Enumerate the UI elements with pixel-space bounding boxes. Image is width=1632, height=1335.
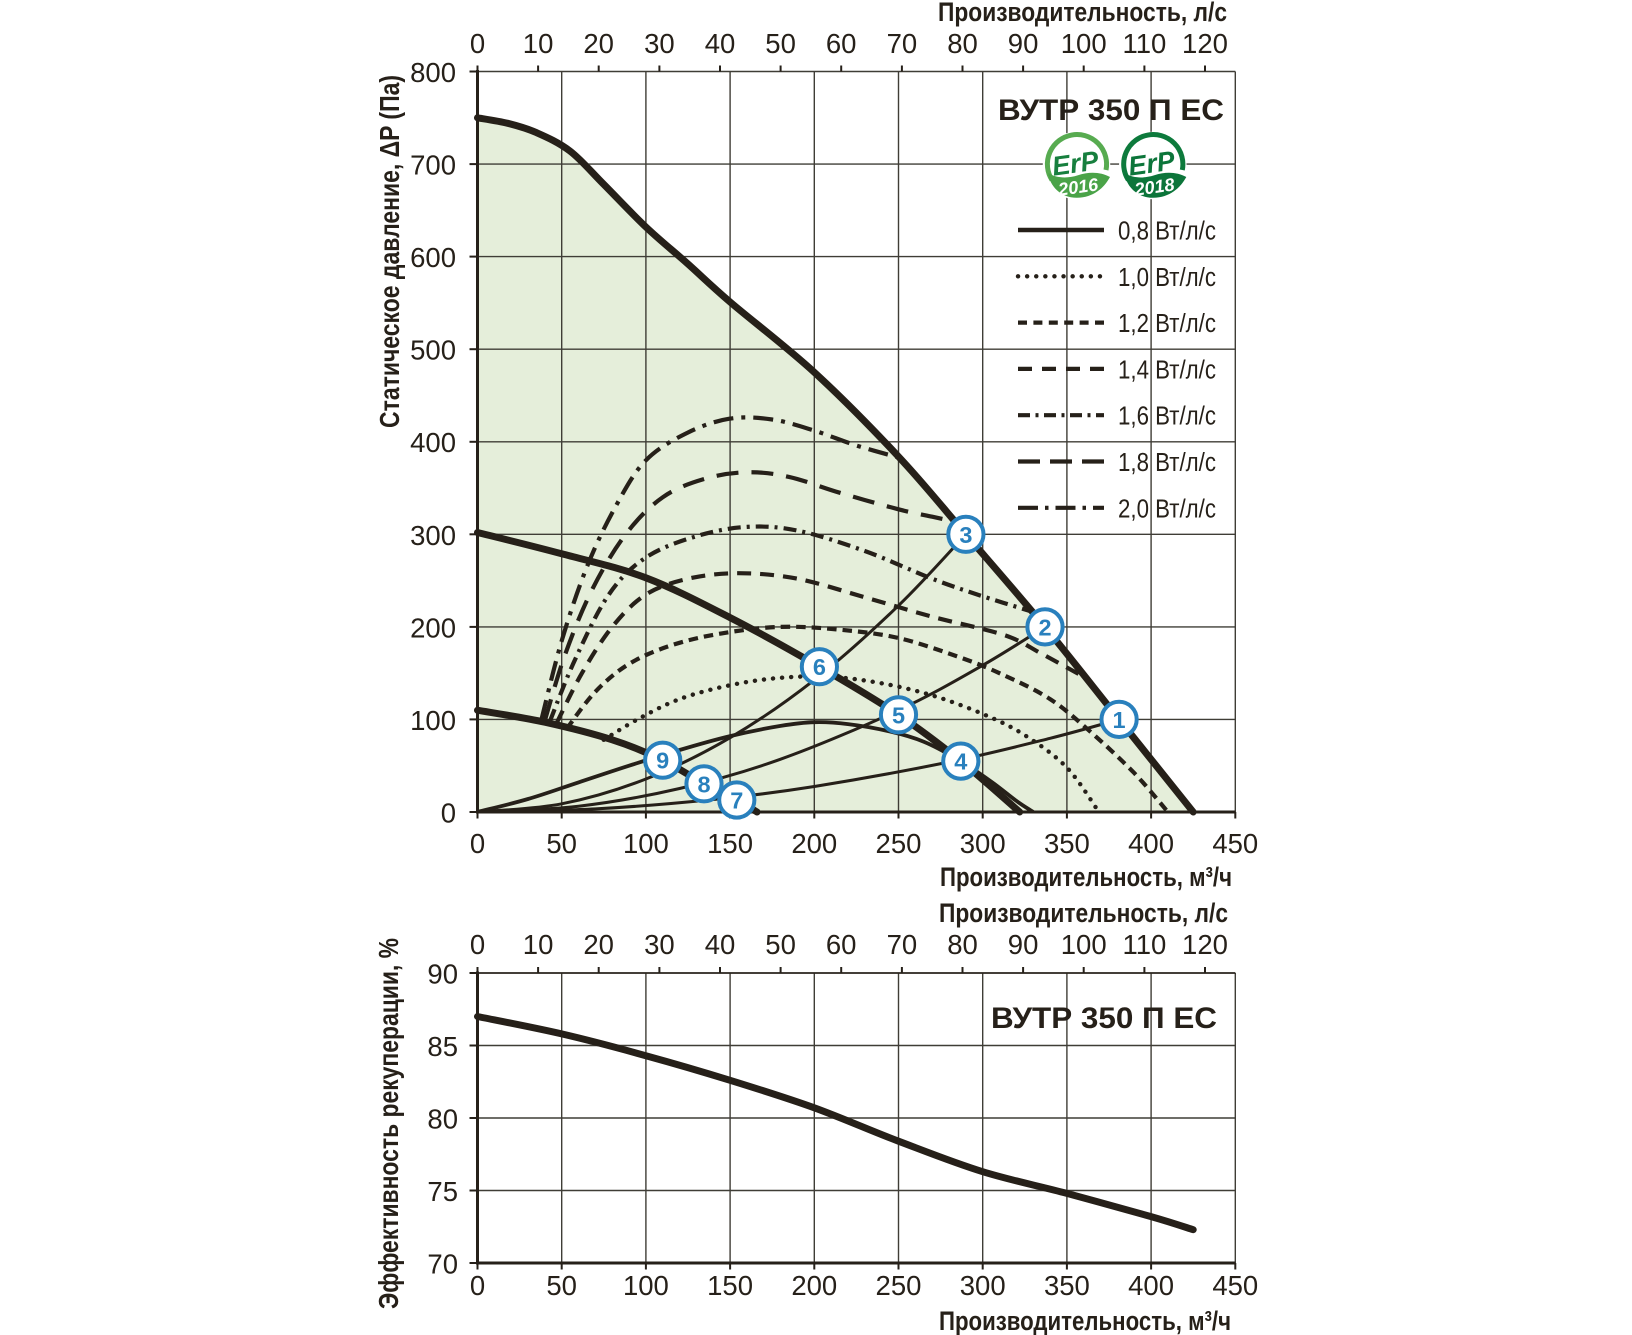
svg-text:250: 250 [876, 828, 922, 859]
svg-text:5: 5 [892, 702, 905, 728]
svg-text:80: 80 [427, 1104, 458, 1135]
svg-text:120: 120 [1182, 929, 1228, 960]
svg-text:250: 250 [876, 1270, 922, 1301]
svg-text:2: 2 [1038, 614, 1051, 640]
svg-text:450: 450 [1212, 1270, 1258, 1301]
svg-text:8: 8 [697, 771, 710, 797]
svg-text:500: 500 [410, 335, 456, 366]
svg-text:70: 70 [427, 1249, 458, 1280]
svg-text:85: 85 [427, 1031, 458, 1062]
svg-text:200: 200 [791, 828, 837, 859]
svg-text:800: 800 [410, 57, 456, 88]
svg-text:90: 90 [1008, 28, 1039, 59]
svg-text:80: 80 [947, 28, 978, 59]
svg-text:Производительность, л/с: Производительность, л/с [939, 898, 1228, 928]
svg-text:0: 0 [470, 828, 485, 859]
svg-text:1,4 Вт/л/с: 1,4 Вт/л/с [1118, 356, 1216, 384]
svg-text:0: 0 [470, 1270, 485, 1301]
svg-text:20: 20 [583, 929, 614, 960]
svg-text:100: 100 [623, 1270, 669, 1301]
svg-text:30: 30 [644, 929, 675, 960]
svg-text:150: 150 [707, 828, 753, 859]
svg-text:100: 100 [623, 828, 669, 859]
svg-text:600: 600 [410, 242, 456, 273]
svg-text:50: 50 [765, 929, 796, 960]
svg-text:Производительность, л/с: Производительность, л/с [938, 0, 1227, 27]
svg-text:300: 300 [410, 520, 456, 551]
svg-text:70: 70 [887, 28, 918, 59]
svg-text:Производительность, м³/ч: Производительность, м³/ч [940, 862, 1232, 892]
svg-text:110: 110 [1122, 929, 1166, 960]
svg-text:Статическое давление, ΔP (Па): Статическое давление, ΔP (Па) [374, 75, 405, 428]
svg-text:10: 10 [523, 28, 554, 59]
svg-text:ВУТР 350 П ЕС: ВУТР 350 П ЕС [998, 94, 1224, 127]
svg-text:9: 9 [656, 748, 669, 774]
svg-text:90: 90 [1008, 929, 1039, 960]
svg-text:400: 400 [1128, 1270, 1174, 1301]
svg-text:700: 700 [410, 150, 456, 181]
svg-text:1,0 Вт/л/с: 1,0 Вт/л/с [1118, 264, 1216, 292]
svg-text:100: 100 [1061, 929, 1107, 960]
svg-text:110: 110 [1122, 28, 1166, 59]
svg-text:90: 90 [427, 959, 458, 990]
svg-text:ErP: ErP [1050, 145, 1101, 181]
svg-text:400: 400 [410, 427, 456, 458]
svg-text:3: 3 [959, 522, 972, 548]
svg-text:2,0 Вт/л/с: 2,0 Вт/л/с [1118, 495, 1216, 523]
svg-text:1,8 Вт/л/с: 1,8 Вт/л/с [1118, 449, 1216, 477]
svg-text:Эффективность рекуперации, %: Эффективность рекуперации, % [373, 938, 404, 1309]
svg-text:300: 300 [960, 828, 1006, 859]
svg-text:6: 6 [813, 654, 826, 680]
svg-text:0: 0 [470, 28, 485, 59]
svg-text:50: 50 [765, 28, 796, 59]
svg-text:0: 0 [470, 929, 485, 960]
svg-text:300: 300 [960, 1270, 1006, 1301]
svg-text:80: 80 [947, 929, 978, 960]
svg-text:60: 60 [826, 28, 857, 59]
svg-text:200: 200 [410, 612, 456, 643]
svg-text:2018: 2018 [1132, 174, 1175, 200]
svg-text:450: 450 [1212, 828, 1258, 859]
svg-text:7: 7 [730, 788, 743, 814]
svg-text:Производительность, м³/ч: Производительность, м³/ч [939, 1306, 1231, 1335]
svg-text:1: 1 [1113, 707, 1126, 733]
svg-text:100: 100 [410, 705, 456, 736]
svg-text:100: 100 [1061, 28, 1107, 59]
svg-text:ВУТР 350 П ЕС: ВУТР 350 П ЕС [991, 1002, 1217, 1035]
svg-text:0: 0 [441, 798, 456, 829]
svg-text:400: 400 [1128, 828, 1174, 859]
svg-text:0,8 Вт/л/с: 0,8 Вт/л/с [1118, 218, 1216, 246]
svg-text:200: 200 [791, 1270, 837, 1301]
svg-text:70: 70 [887, 929, 918, 960]
svg-text:20: 20 [583, 28, 614, 59]
svg-text:150: 150 [707, 1270, 753, 1301]
svg-text:ErP: ErP [1126, 145, 1177, 181]
svg-text:30: 30 [644, 28, 675, 59]
svg-text:40: 40 [705, 929, 736, 960]
svg-text:120: 120 [1182, 28, 1228, 59]
svg-text:350: 350 [1044, 828, 1090, 859]
svg-text:1,2 Вт/л/с: 1,2 Вт/л/с [1118, 310, 1216, 338]
svg-text:40: 40 [705, 28, 736, 59]
svg-text:50: 50 [546, 828, 577, 859]
svg-text:4: 4 [954, 749, 967, 775]
svg-text:50: 50 [546, 1270, 577, 1301]
svg-text:350: 350 [1044, 1270, 1090, 1301]
svg-text:10: 10 [523, 929, 554, 960]
svg-text:75: 75 [427, 1176, 458, 1207]
svg-text:60: 60 [826, 929, 857, 960]
svg-text:1,6 Вт/л/с: 1,6 Вт/л/с [1118, 403, 1216, 431]
